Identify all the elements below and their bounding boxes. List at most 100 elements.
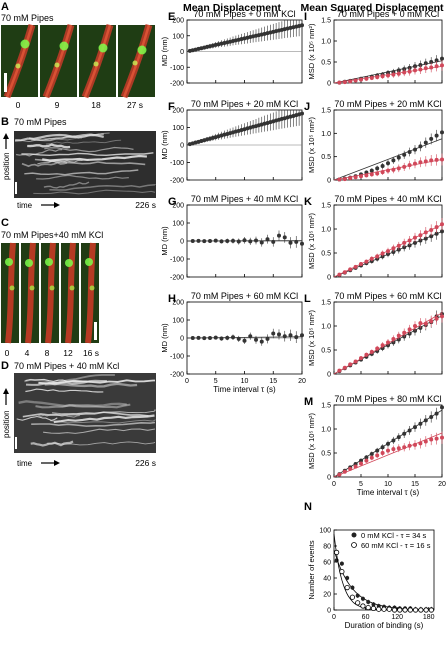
y-tick-label: 1.0	[321, 324, 331, 331]
data-point	[271, 239, 276, 244]
data-point	[350, 585, 355, 590]
y-tick-label: 0	[327, 178, 331, 185]
data-point	[413, 442, 417, 447]
y-tick-label: 60	[323, 560, 331, 567]
data-point	[369, 455, 374, 460]
data-point	[407, 443, 412, 448]
data-point	[440, 63, 444, 68]
data-point	[407, 238, 412, 243]
data-point	[364, 76, 369, 81]
chart-title: 70 mM Pipes + 0 mM KCl	[337, 9, 439, 19]
data-point	[386, 448, 390, 453]
chart-panel-letter: J	[304, 101, 310, 113]
data-point	[407, 150, 412, 154]
y-tick-label: -200	[170, 178, 184, 185]
x-tick-label: 5	[214, 378, 218, 385]
y-tick-label: 1.5	[321, 108, 331, 115]
chart-title: 70 mM Pipes + 20 mM KCl	[191, 99, 298, 109]
y-tick-label: 1.5	[321, 300, 331, 307]
kymograph-b-tracks	[14, 132, 156, 195]
panel-a-title: 70 mM Pipes	[1, 13, 54, 23]
data-point	[371, 602, 376, 607]
data-point	[386, 161, 390, 166]
x-tick-label: 0	[332, 614, 336, 621]
data-point	[259, 240, 264, 245]
data-point	[418, 62, 423, 67]
data-point	[413, 64, 417, 69]
data-point	[342, 469, 347, 474]
panel-d-duration: 226 s	[135, 458, 156, 468]
panel-c-tick-4: 16 s	[83, 348, 99, 358]
data-point	[434, 316, 439, 321]
data-point	[300, 241, 304, 246]
data-point	[348, 362, 353, 367]
chart-g: G 70 mM Pipes + 40 mM KCl 200 100 0 -100 -200 M…	[160, 194, 304, 282]
data-point	[375, 346, 380, 351]
panel-c-frame	[61, 242, 79, 344]
chart-title: 70 mM Pipes + 60 mM KCl	[191, 291, 298, 301]
data-point	[190, 239, 195, 243]
panel-c-tick-3: 12	[63, 348, 73, 358]
data-point	[202, 336, 207, 341]
data-point	[429, 437, 434, 442]
x-tick-label: 10	[384, 481, 392, 488]
data-point	[342, 270, 347, 275]
data-point	[282, 235, 287, 240]
data-point	[418, 238, 423, 243]
x-tick-label: 0	[185, 378, 189, 385]
data-point	[413, 68, 417, 73]
data-point	[300, 333, 304, 338]
y-tick-label: -100	[170, 65, 184, 72]
x-tick-label: 15	[411, 481, 419, 488]
y-tick-label: 1.0	[321, 427, 331, 434]
kymograph-d-scalebar	[15, 437, 17, 449]
data-point	[396, 446, 401, 451]
data-point	[429, 65, 434, 70]
chart-title: 70 mM Pipes + 40 mM KCl	[191, 194, 298, 204]
y-tick-label: 1.0	[321, 39, 331, 46]
x-tick-label: 0	[332, 481, 336, 488]
data-point	[242, 238, 247, 243]
data-point	[277, 332, 281, 337]
data-point	[418, 441, 423, 446]
data-point	[359, 262, 363, 267]
data-point	[391, 250, 396, 255]
panel-b-ylabel: position	[2, 152, 11, 180]
data-point	[434, 231, 439, 236]
data-point	[360, 596, 365, 601]
panel-d-xlabel: time	[17, 459, 33, 468]
x-tick-label: 15	[269, 378, 277, 385]
data-point	[418, 421, 423, 426]
data-point	[396, 333, 401, 338]
panel-a-tick-0: 0	[16, 100, 21, 110]
data-point	[219, 239, 224, 244]
y-tick-label: 0.5	[321, 60, 331, 67]
data-point	[397, 607, 403, 613]
data-point	[402, 245, 407, 250]
y-tick-label: 200	[172, 108, 184, 115]
x-tick-label: 20	[438, 481, 446, 488]
data-point	[413, 161, 417, 166]
panel-b-xlabel: time	[17, 201, 33, 210]
data-point	[236, 239, 241, 244]
data-point	[369, 168, 374, 173]
data-point	[423, 230, 428, 235]
data-point	[348, 466, 353, 471]
data-point	[360, 603, 366, 609]
y-tick-label: 0	[180, 143, 184, 150]
data-point	[440, 229, 444, 234]
chart-panel-letter: E	[168, 11, 175, 23]
data-point	[386, 340, 390, 345]
panel-a-frames	[1, 23, 155, 99]
data-point	[391, 72, 396, 77]
y-axis-label: MSD (x 10⁵ nm²)	[307, 309, 316, 366]
y-tick-label: 200	[172, 300, 184, 307]
data-point	[225, 335, 230, 340]
data-point	[359, 77, 363, 82]
data-point	[440, 222, 444, 227]
x-tick-label: 60	[362, 614, 370, 621]
data-point	[407, 69, 412, 74]
data-point	[434, 411, 439, 416]
data-point	[423, 439, 428, 444]
